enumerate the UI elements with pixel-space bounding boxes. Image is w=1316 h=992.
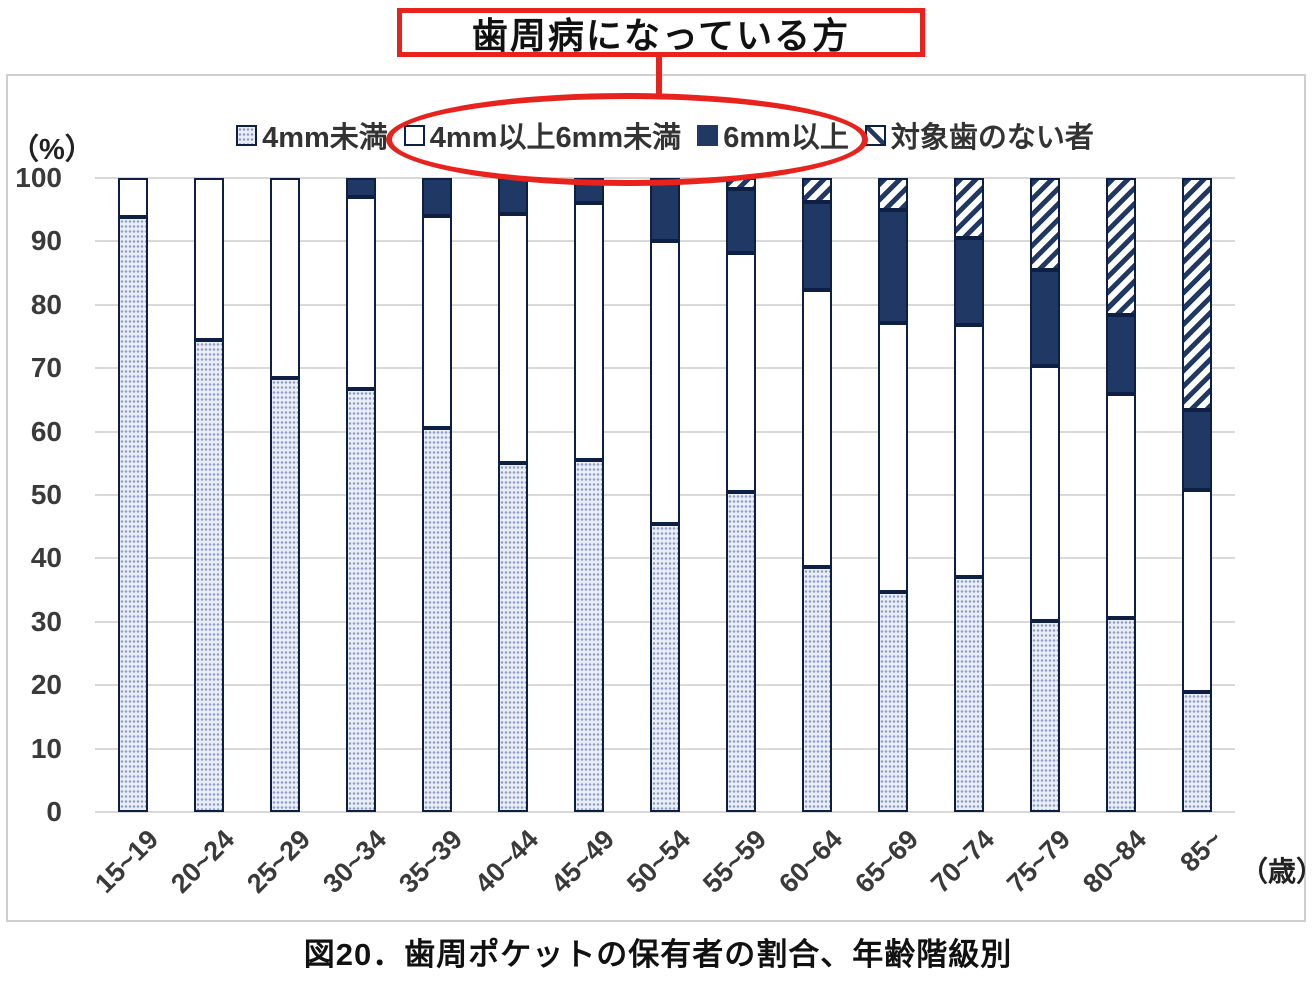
- bar-segment: [1030, 620, 1060, 812]
- bar-85~: [1182, 178, 1212, 812]
- bar-30~34: [346, 178, 376, 812]
- bar-15~19: [118, 178, 148, 812]
- bar-segment: [1106, 178, 1136, 315]
- x-axis-unit-label: （歳）: [1240, 856, 1316, 887]
- bar-segment: [650, 241, 680, 524]
- legend-item-4-to-6mm: 4mm以上6mm未満: [403, 114, 682, 156]
- y-tick-label: 90: [30, 225, 62, 257]
- legend: 4mm未満 4mm以上6mm未満 6mm以上 対象歯のない者: [95, 114, 1235, 156]
- bar-segment: [1182, 178, 1212, 411]
- bar-segment: [1030, 366, 1060, 621]
- bar-segment: [194, 178, 224, 341]
- bar-segment: [1106, 314, 1136, 394]
- bar-segment: [878, 178, 908, 210]
- bar-45~49: [574, 178, 604, 812]
- bar-segment: [954, 325, 984, 578]
- annotation-connector-line: [656, 53, 662, 99]
- bar-segment: [1106, 393, 1136, 618]
- bar-80~84: [1106, 178, 1136, 812]
- bar-65~69: [878, 178, 908, 812]
- bar-segment: [194, 340, 224, 812]
- y-tick-label: 40: [30, 542, 62, 574]
- bar-50~54: [650, 178, 680, 812]
- bar-segment: [1182, 410, 1212, 490]
- legend-label: 対象歯のない者: [890, 122, 1094, 154]
- bar-segment: [1030, 178, 1060, 270]
- bar-segment: [498, 463, 528, 812]
- bar-35~39: [422, 178, 452, 812]
- bar-segment: [346, 178, 376, 198]
- plot-area: [95, 177, 1235, 813]
- bar-segment: [878, 209, 908, 323]
- legend-item-over-6mm: 6mm以上: [697, 114, 849, 156]
- bar-25~29: [270, 178, 300, 812]
- bar-segment: [650, 523, 680, 812]
- legend-label: 4mm未満: [262, 122, 388, 154]
- bar-segment: [878, 322, 908, 593]
- legend-swatch-white-icon: [403, 124, 425, 146]
- legend-item-no-target-teeth: 対象歯のない者: [864, 114, 1094, 156]
- bar-segment: [574, 460, 604, 812]
- bar-segment: [1182, 489, 1212, 692]
- bar-segment: [270, 178, 300, 378]
- bar-70~74: [954, 178, 984, 812]
- bar-segment: [422, 178, 452, 217]
- bar-segment: [954, 178, 984, 238]
- bar-segment: [802, 202, 832, 291]
- figure-caption: 図20．歯周ポケットの保有者の割合、年齢階級別: [303, 937, 1013, 972]
- gridline: [95, 177, 1235, 179]
- bar-60~64: [802, 178, 832, 812]
- y-tick-label: 60: [30, 415, 62, 447]
- legend-label: 6mm以上: [723, 122, 849, 154]
- bar-40~44: [498, 178, 528, 812]
- bar-segment: [118, 178, 148, 218]
- bar-segment: [954, 237, 984, 326]
- legend-swatch-dotted-icon: [236, 124, 258, 146]
- bar-segment: [878, 592, 908, 812]
- bar-segment: [346, 197, 376, 389]
- bar-segment: [802, 178, 832, 203]
- bar-segment: [726, 252, 756, 492]
- y-tick-label: 20: [30, 669, 62, 701]
- y-tick-label: 0: [46, 796, 62, 827]
- bar-segment: [802, 567, 832, 812]
- y-tick-label: 10: [30, 732, 62, 764]
- bar-segment: [498, 178, 528, 215]
- bar-segment: [1106, 618, 1136, 812]
- bar-segment: [650, 178, 680, 242]
- legend-label: 4mm以上6mm未満: [429, 122, 682, 154]
- legend-item-under-4mm: 4mm未満: [236, 114, 388, 156]
- bar-segment: [726, 178, 756, 190]
- y-tick-label: 50: [30, 479, 62, 510]
- bar-segment: [498, 214, 528, 464]
- y-tick-label: 80: [30, 288, 62, 320]
- annotation-label: 歯周病になっている方: [471, 14, 851, 56]
- bar-segment: [346, 388, 376, 812]
- bar-20~24: [194, 178, 224, 812]
- bar-segment: [1182, 691, 1212, 812]
- legend-swatch-navy-icon: [697, 124, 719, 146]
- bar-segment: [954, 577, 984, 812]
- bar-segment: [118, 217, 148, 812]
- bar-segment: [726, 189, 756, 253]
- bar-segment: [574, 178, 604, 204]
- y-tick-label: 30: [30, 605, 62, 637]
- bar-segment: [1030, 269, 1060, 367]
- bar-segment: [422, 428, 452, 812]
- bar-segment: [422, 216, 452, 429]
- bar-segment: [802, 290, 832, 568]
- bar-75~79: [1030, 178, 1060, 812]
- annotation-box: 歯周病になっている方: [397, 8, 925, 57]
- bar-segment: [574, 203, 604, 461]
- bar-55~59: [726, 178, 756, 812]
- y-tick-label: 100: [15, 162, 62, 193]
- legend-swatch-hatch-icon: [864, 124, 886, 146]
- gridline: [95, 811, 1235, 813]
- y-tick-label: 70: [30, 352, 62, 384]
- y-axis-unit-label: （%）: [10, 134, 94, 166]
- bar-segment: [726, 491, 756, 812]
- bar-segment: [270, 377, 300, 812]
